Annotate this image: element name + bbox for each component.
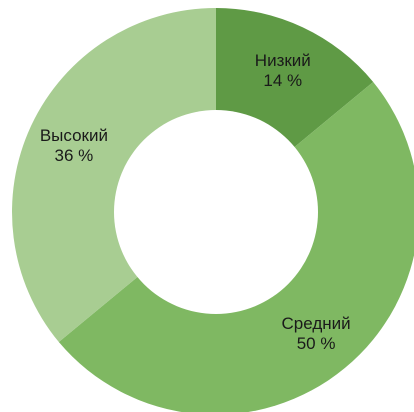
slice-value-2: 36 % xyxy=(55,146,94,165)
slice-2 xyxy=(12,8,216,343)
slice-label-2: Высокий 36 % xyxy=(40,126,108,165)
slice-label-0: Низкий 14 % xyxy=(255,51,311,90)
donut-hole xyxy=(114,110,318,314)
slice-label-1: Средний 50 % xyxy=(282,314,351,353)
slice-value-1: 50 % xyxy=(297,334,336,353)
slice-category-2: Высокий xyxy=(40,126,108,145)
slice-labels: Низкий 14 % Средний 50 % Высокий 36 % xyxy=(40,51,351,353)
slice-category-1: Средний xyxy=(282,314,351,333)
slice-value-0: 14 % xyxy=(263,71,302,90)
slice-category-0: Низкий xyxy=(255,51,311,70)
